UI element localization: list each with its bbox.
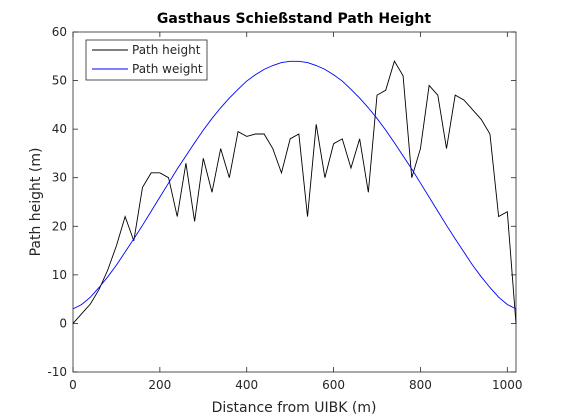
chart-title: Gasthaus Schießstand Path Height xyxy=(157,11,431,27)
x-tick-label: 800 xyxy=(409,378,432,392)
y-tick-label: 10 xyxy=(52,268,67,282)
legend-label: Path height xyxy=(132,43,201,57)
plot-area xyxy=(72,31,517,373)
y-tick-label: -10 xyxy=(47,365,67,379)
y-axis-label: Path height (m) xyxy=(28,148,44,257)
y-tick-label: 0 xyxy=(59,316,67,330)
legend-label: Path weight xyxy=(132,62,203,76)
x-tick-label: 600 xyxy=(322,378,345,392)
x-tick-label: 400 xyxy=(235,378,258,392)
y-tick-label: 50 xyxy=(52,74,67,88)
legend-box xyxy=(85,39,208,81)
y-tick-label: 60 xyxy=(52,25,67,39)
y-tick-label: 40 xyxy=(52,122,67,136)
series-line xyxy=(72,60,517,310)
series-line xyxy=(72,60,517,324)
y-tick-label: 20 xyxy=(52,219,67,233)
x-tick-label: 1000 xyxy=(492,378,523,392)
x-tick-label: 200 xyxy=(148,378,171,392)
x-tick-label: 0 xyxy=(69,378,77,392)
y-tick-label: 30 xyxy=(52,171,67,185)
x-axis-label: Distance from UIBK (m) xyxy=(212,400,377,416)
